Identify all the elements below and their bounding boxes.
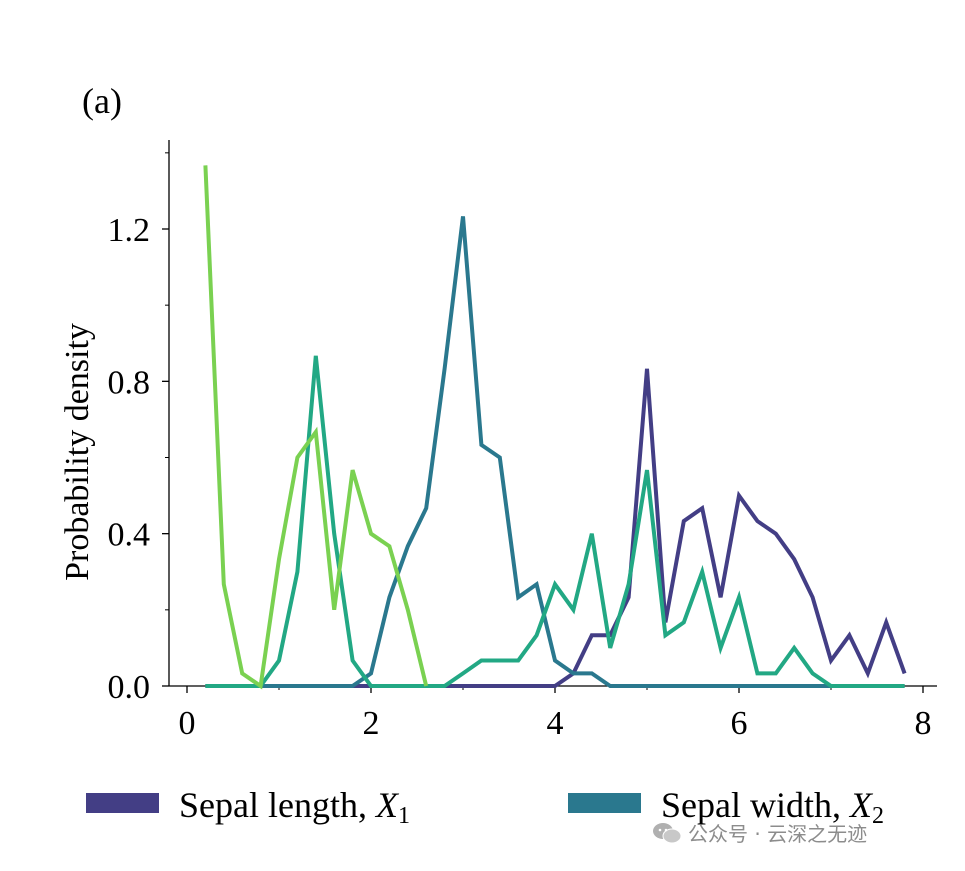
panel-label: (a) — [82, 81, 122, 121]
series-line-sepal-width — [205, 216, 905, 688]
x-tick-label: 8 — [915, 705, 932, 742]
legend-label-sepal-length: Sepal length, X1 — [179, 785, 410, 829]
wechat-icon — [653, 822, 682, 843]
y-tick-label: 1.2 — [108, 212, 151, 249]
y-axis-label: Probability density — [59, 323, 96, 581]
y-tick-label: 0.8 — [108, 364, 151, 401]
x-tick-label: 4 — [547, 705, 564, 742]
x-tick-label: 2 — [363, 705, 380, 742]
watermark-text: 公众号 · 云深之无迹 — [688, 822, 868, 846]
x-tick-label: 0 — [179, 705, 196, 742]
series-line-petal-width — [203, 165, 429, 690]
legend-label-sepal-width: Sepal width, X2 — [661, 785, 884, 829]
x-tick-label: 6 — [731, 705, 748, 742]
legend-swatch-sepal-width — [568, 793, 641, 813]
legend: Sepal length, X1 Sepal width, X2 — [86, 785, 884, 829]
watermark: 公众号 · 云深之无迹 — [652, 818, 867, 847]
series-line-petal-length — [205, 355, 905, 688]
legend-swatch-sepal-length — [86, 793, 159, 813]
series-layer — [203, 165, 907, 690]
y-tick-label: 0.0 — [108, 669, 151, 706]
y-tick-label: 0.4 — [108, 517, 151, 554]
